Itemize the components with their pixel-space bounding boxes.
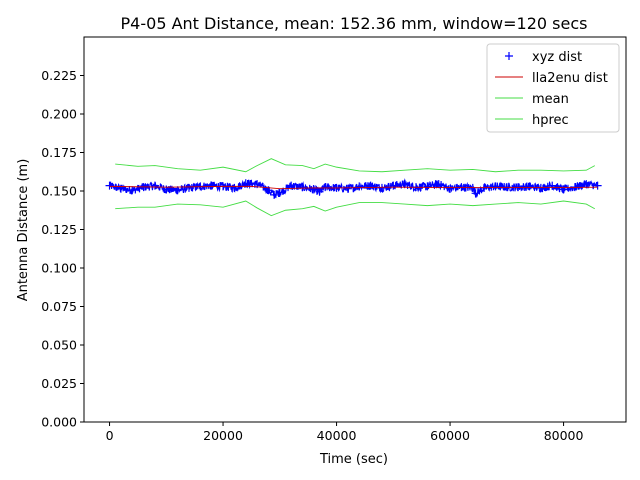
series-line-lla2enu-dist (109, 185, 598, 190)
legend-label: mean (532, 92, 569, 107)
xyz-dist-point (366, 181, 375, 190)
xyz-dist-point (471, 189, 480, 198)
legend-label: hprec (532, 113, 569, 128)
x-tick-label: 0 (106, 428, 114, 443)
xyz-dist-point (343, 184, 352, 193)
series-line-mean (115, 158, 596, 173)
y-axis: 0.000 0.025 0.050 0.075 0.100 0.125 0.150 0.175… (41, 68, 84, 430)
xyz-dist-point (582, 180, 591, 189)
xyz-dist-point (230, 183, 239, 192)
xyz-dist-point (389, 181, 398, 190)
legend-label: xyz dist (532, 50, 582, 65)
xyz-dist-point (491, 182, 500, 191)
x-tick-label: 80000 (544, 428, 584, 443)
x-axis: 0 20000 40000 60000 80000 (106, 422, 584, 443)
xyz-dist-point (525, 182, 534, 191)
xyz-dist-point (502, 183, 511, 192)
xyz-dist-point (446, 184, 455, 193)
xyz-dist-point (514, 183, 523, 192)
xyz-dist-point (377, 183, 386, 192)
xyz-dist-point (150, 181, 159, 190)
legend-box (486, 43, 620, 133)
xyz-dist-point (309, 185, 318, 194)
xyz-dist-point (423, 182, 432, 191)
y-tick-label: 0.000 (41, 415, 77, 430)
x-tick-label: 40000 (317, 428, 357, 443)
x-tick-label: 20000 (203, 428, 243, 443)
y-tick-label: 0.175 (41, 145, 77, 160)
xyz-dist-point (593, 181, 602, 190)
y-tick-label: 0.075 (41, 299, 77, 314)
xyz-dist-point (116, 184, 125, 193)
xyz-dist-point (355, 182, 364, 191)
xyz-dist-point (105, 181, 114, 190)
legend: xyz dist lla2enu dist mean hprec (486, 43, 620, 133)
xyz-dist-point (128, 186, 137, 195)
y-tick-label: 0.200 (41, 107, 77, 122)
y-tick-label: 0.050 (41, 338, 77, 353)
x-tick-label: 60000 (430, 428, 470, 443)
xyz-dist-point (207, 181, 216, 190)
y-axis-label: Antenna Distance (m) (16, 159, 31, 302)
xyz-dist-point (298, 183, 307, 192)
xyz-dist-point (321, 183, 330, 192)
xyz-dist-point (184, 183, 193, 192)
x-axis-label: Time (sec) (319, 452, 388, 467)
xyz-dist-point (548, 181, 557, 190)
series-line-hprec (115, 200, 596, 217)
xyz-dist-point (173, 186, 182, 195)
y-tick-label: 0.150 (41, 184, 77, 199)
xyz-dist-point (270, 190, 279, 199)
legend-marker-xyz-dist (505, 52, 513, 60)
y-tick-label: 0.225 (41, 68, 77, 83)
chart-title: P4-05 Ant Distance, mean: 152.36 mm, win… (121, 14, 588, 33)
y-tick-label: 0.025 (41, 376, 77, 391)
y-tick-label: 0.125 (41, 222, 77, 237)
xyz-dist-point (457, 183, 466, 192)
series-layer (105, 158, 602, 217)
legend-label: lla2enu dist (532, 71, 608, 86)
xyz-dist-point (434, 180, 443, 189)
xyz-dist-point (275, 188, 284, 197)
xyz-dist-point (315, 187, 324, 196)
xyz-dist-point (559, 185, 568, 194)
xyz-dist-point (400, 180, 409, 189)
y-tick-label: 0.100 (41, 261, 77, 276)
